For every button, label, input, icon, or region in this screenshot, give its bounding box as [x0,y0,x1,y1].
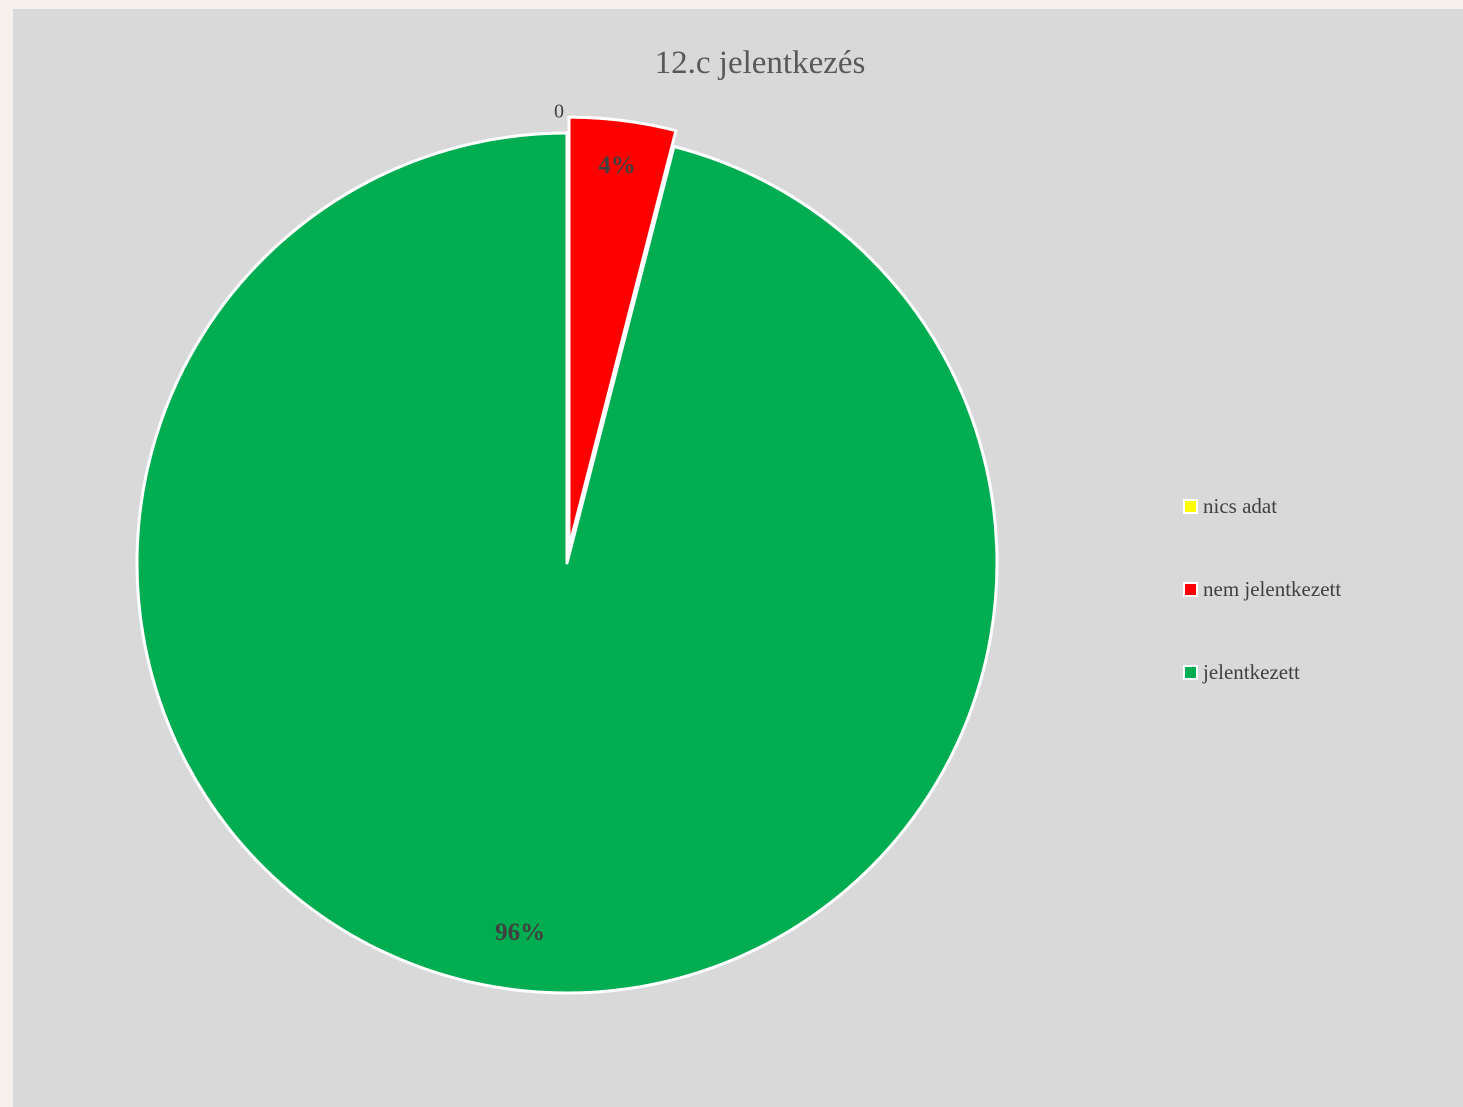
data-label-nem-jelentkezett: 4% [598,152,636,179]
chart-area: 12.c jelentkezés 0 4% 96% nics adat nem jel… [13,9,1463,1107]
pie-slice-nem-jelentkezett [567,115,678,549]
pie-chart: 0 4% 96% [135,101,999,995]
legend-item-nem-jelentkezett: nem jelentkezett [1183,574,1341,604]
legend-swatch [1183,498,1198,514]
pie-slice-jelentkezett [135,131,999,995]
legend-item-jelentkezett: jelentkezett [1183,657,1341,687]
legend-swatch [1183,664,1198,680]
legend-label: jelentkezett [1203,659,1300,684]
legend-label: nem jelentkezett [1203,576,1342,601]
data-label-jelentkezett: 96% [495,919,545,946]
data-label-nics-adat: 0 [554,101,564,123]
legend-item-nics-adat: nics adat [1183,491,1341,521]
chart-title: 12.c jelentkezés [654,45,866,81]
legend: nics adat nem jelentkezett jelentkezett [1183,491,1341,740]
legend-label: nics adat [1203,493,1278,518]
legend-swatch [1183,581,1198,597]
